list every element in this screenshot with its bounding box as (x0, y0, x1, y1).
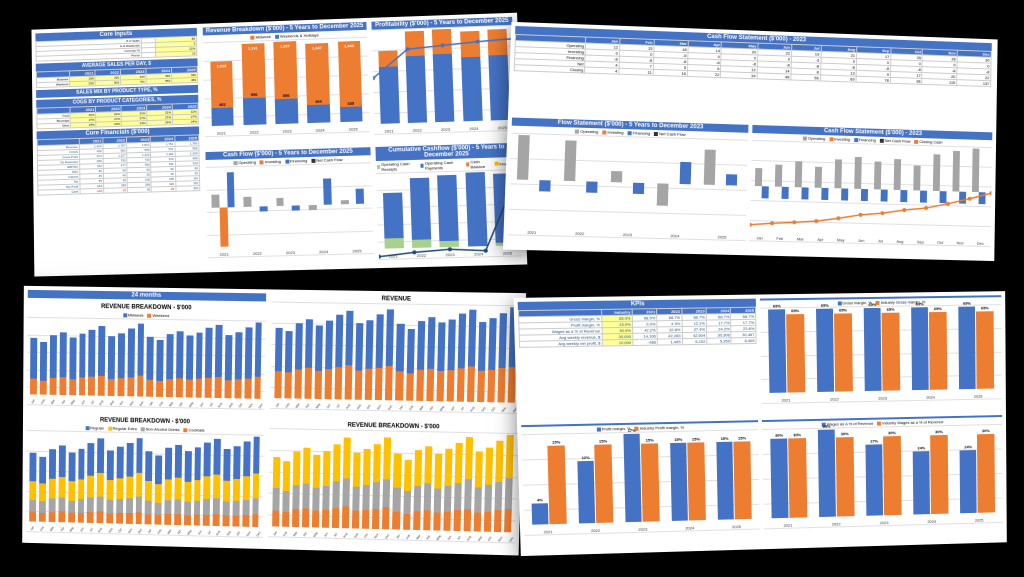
sheet-core-financials: Core Inputs# of Seats80# of Weekends3Com… (31, 13, 527, 277)
sheet-cash-flow: Cash Flow Statement ($'000) - 2023JanFeb… (503, 22, 998, 261)
sheet-kpis: KPIsIndustry20212022202320242025Gross ma… (513, 291, 1006, 556)
sheet-revenue-breakdown: 24 monthsREVENUE BREAKDOWN - $'000Midwee… (22, 286, 526, 556)
